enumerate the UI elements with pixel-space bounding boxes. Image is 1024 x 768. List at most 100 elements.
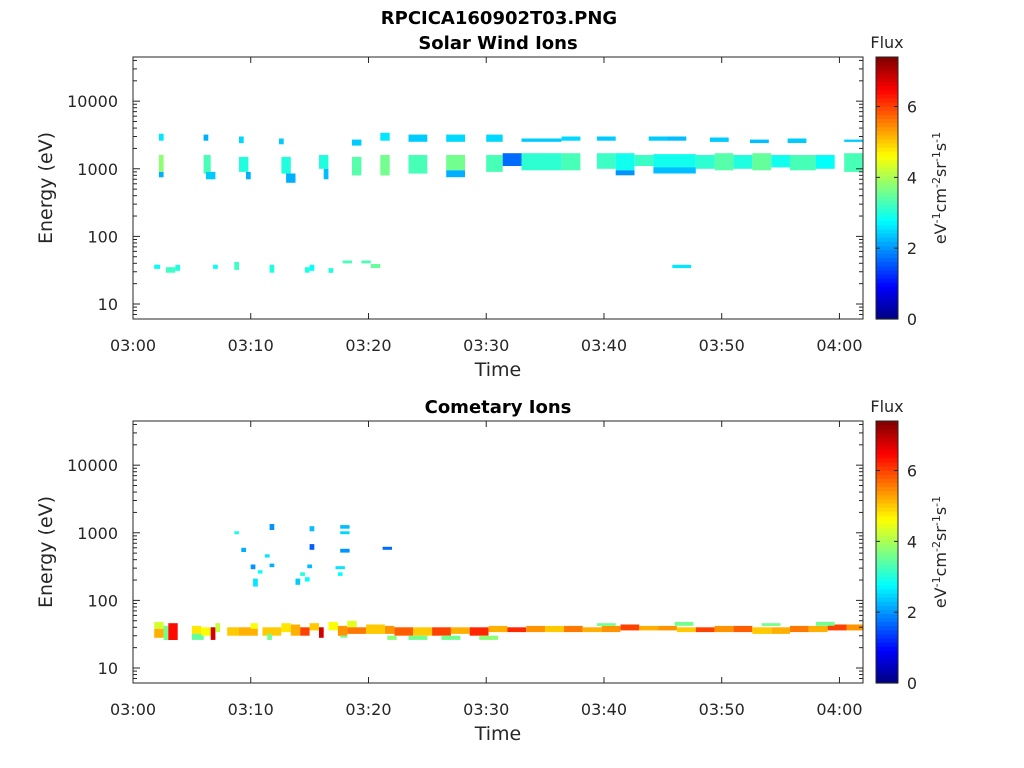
colorbar-tick-label: 2 (907, 239, 917, 258)
colorbar-strip (876, 302, 898, 308)
heatmap-cell (387, 635, 397, 640)
colorbar-strip (876, 138, 898, 144)
heatmap-cell (634, 155, 654, 166)
heatmap-cells (154, 132, 863, 273)
colorbar-strip (876, 278, 898, 283)
heatmap-cell (227, 627, 239, 636)
x-tick-label: 04:00 (816, 336, 862, 355)
panel-solar-wind-ions: Solar Wind Ions 03:00 03:10 03:20 03:30 03:40… (35, 33, 950, 381)
colorbar-strip (876, 470, 898, 475)
colorbar-strip (876, 449, 898, 455)
heatmap-cell (213, 264, 218, 269)
colorbar-strip (876, 159, 898, 165)
y-axis-label: Energy (eV) (35, 132, 57, 244)
heatmap-cell (750, 139, 769, 144)
colorbar-strip (876, 560, 898, 565)
colorbar: 0 2 4 6 Flux eV-1cm-2sr-1s-1 (870, 33, 950, 329)
heatmap-cell (380, 155, 390, 176)
heatmap-cell (446, 170, 465, 178)
heatmap-cell (615, 170, 635, 176)
colorbar-strip (876, 167, 898, 173)
colorbar-unit-label: eV-1cm-2sr-1s-1 (930, 496, 951, 608)
heatmap-cell (158, 171, 164, 178)
colorbar-strip (876, 208, 898, 214)
colorbar-strip (876, 502, 898, 508)
colorbar-strip (876, 527, 898, 533)
heatmap-cell (253, 578, 258, 587)
heatmap-cell (163, 625, 169, 640)
heatmap-cell (269, 264, 275, 273)
y-tick-label: 10 (98, 659, 118, 678)
colorbar-strip (876, 539, 898, 545)
colorbar-strip (876, 637, 898, 643)
heatmap-cell (154, 621, 164, 629)
heatmap-cell (601, 625, 621, 633)
colorbar-strip (876, 228, 898, 234)
heatmap-cell (752, 627, 772, 634)
heatmap-cell (290, 624, 301, 636)
colorbar-strip (876, 110, 898, 115)
y-tick-label: 1000 (77, 160, 118, 179)
x-axis-label: Time (474, 359, 522, 381)
colorbar-strip (876, 200, 898, 205)
heatmap-cell (733, 625, 753, 633)
colorbar-strip (876, 192, 898, 197)
colorbar-strip (876, 429, 898, 434)
colorbar-strip (876, 421, 898, 426)
colorbar-strip (876, 646, 898, 651)
heatmap-cell (366, 624, 385, 634)
heatmap-cell (596, 623, 616, 626)
colorbar-strip (876, 257, 898, 263)
colorbar-strip (876, 175, 898, 181)
colorbar-strip (876, 310, 898, 316)
heatmap-cell (674, 621, 694, 626)
x-tick-label: 03:00 (110, 336, 156, 355)
colorbar-strip (876, 592, 898, 598)
heatmap-cell (561, 153, 581, 171)
colorbar-strip (876, 122, 898, 128)
heatmap-cell (450, 627, 470, 634)
heatmap-cell (563, 625, 583, 633)
colorbar-strip (876, 531, 898, 537)
heatmap-cell (385, 625, 395, 634)
colorbar-strip (876, 625, 898, 631)
heatmap-cell (203, 155, 211, 174)
colorbar-strip (876, 609, 898, 614)
colorbar-tick-label: 4 (907, 168, 917, 187)
colorbar-strip (876, 535, 898, 541)
heatmap-cell (846, 624, 863, 631)
heatmap-cell (304, 577, 310, 582)
colorbar-frame (875, 420, 899, 684)
colorbar-strip (876, 482, 898, 488)
heatmap-cell (175, 264, 181, 271)
colorbar-strip (876, 241, 898, 246)
colorbar-strip (876, 261, 898, 267)
heatmap-cell (267, 633, 272, 640)
colorbar-strip (876, 552, 898, 557)
colorbar-strip (876, 237, 898, 242)
colorbar-strip (876, 437, 898, 443)
heatmap-cell (808, 625, 828, 633)
colorbar-strip (876, 179, 898, 185)
heatmap-cell (340, 525, 350, 529)
heatmap-cell (787, 138, 807, 143)
heatmap-cell (309, 623, 319, 631)
colorbar-strip (876, 515, 898, 520)
colorbar-strip (876, 142, 898, 148)
colorbar-strip (876, 445, 898, 451)
colorbar-tick-label: 0 (907, 310, 917, 329)
heatmap-cell (790, 155, 816, 171)
heatmap-cell (561, 136, 581, 141)
colorbar-strip (876, 461, 898, 467)
x-tick-label: 03:30 (463, 700, 509, 719)
heatmap-cell (752, 153, 772, 171)
heatmap-cell (790, 625, 809, 633)
colorbar-strip (876, 642, 898, 647)
colorbar-title: Flux (870, 397, 903, 416)
heatmap-cell (347, 620, 357, 628)
colorbar-title: Flux (870, 33, 903, 52)
heatmap-cell (337, 572, 343, 576)
heatmap-cell (382, 546, 392, 550)
x-tick-label: 03:40 (581, 336, 627, 355)
colorbar-strip (876, 650, 898, 655)
